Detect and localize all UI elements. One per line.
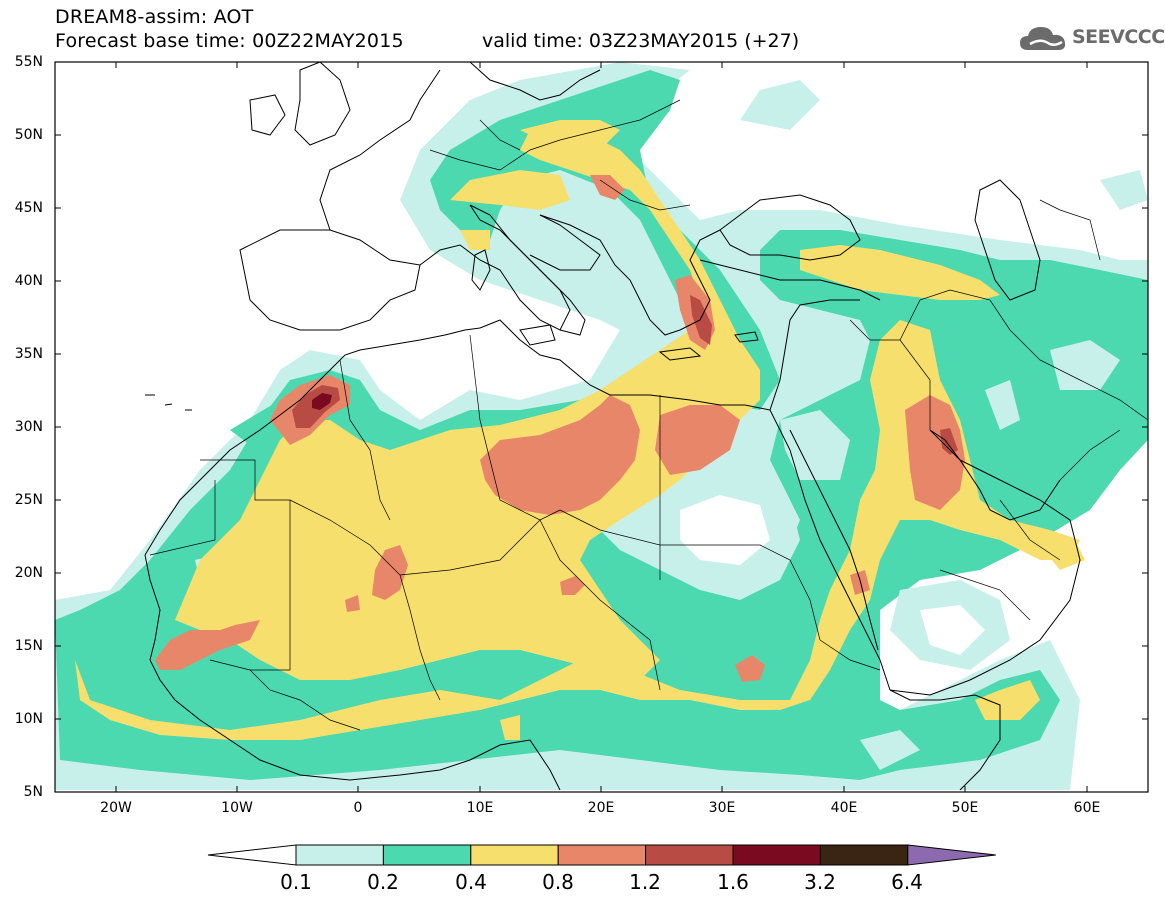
lat-label: 15N xyxy=(14,638,43,654)
legend-swatch xyxy=(819,844,909,866)
legend-label: 0.1 xyxy=(280,870,312,894)
legend-label: 6.4 xyxy=(891,870,923,894)
legend-swatch xyxy=(295,844,384,866)
forecast-base-time: Forecast base time: 00Z22MAY2015 xyxy=(55,30,404,52)
legend-label: 3.2 xyxy=(804,870,836,894)
lat-label: 30N xyxy=(14,419,43,435)
lat-label: 50N xyxy=(14,127,43,143)
lat-label: 20N xyxy=(14,565,43,581)
chart-title: DREAM8-assim: AOT xyxy=(55,6,254,28)
lat-label: 45N xyxy=(14,200,43,216)
legend-swatch xyxy=(557,844,647,866)
legend-swatch xyxy=(382,844,472,866)
legend-swatch xyxy=(645,844,734,866)
legend-label: 0.2 xyxy=(367,870,399,894)
aot-level-0-4-region xyxy=(75,120,1085,740)
country-borders xyxy=(149,99,1148,731)
aot-map xyxy=(54,61,1149,793)
legend-swatch xyxy=(470,844,559,866)
valid-time: valid time: 03Z23MAY2015 (+27) xyxy=(482,30,800,52)
lon-label: 40E xyxy=(830,800,858,816)
legend-label: 0.4 xyxy=(455,870,487,894)
lon-label: 20W xyxy=(100,800,132,816)
lon-label: 60E xyxy=(1073,800,1101,816)
lon-label: 10W xyxy=(221,800,253,816)
aot-level-1-6-region xyxy=(312,393,332,410)
legend-label: 1.6 xyxy=(717,870,749,894)
lon-label: 30E xyxy=(708,800,736,816)
lat-label: 35N xyxy=(14,346,43,362)
lat-label: 10N xyxy=(14,711,43,727)
logo-text: SEEVCCC xyxy=(1072,26,1165,48)
axis-ticks xyxy=(55,61,1148,792)
seevccc-logo: SEEVCCC xyxy=(1018,22,1165,56)
cloud-icon xyxy=(1020,27,1066,50)
lon-label: 0 xyxy=(353,800,363,816)
legend-label: 1.2 xyxy=(629,870,661,894)
lat-label: 40N xyxy=(14,273,43,289)
legend-swatch xyxy=(732,844,821,866)
lon-label: 50E xyxy=(951,800,979,816)
lon-label: 10E xyxy=(466,800,494,816)
color-legend xyxy=(207,844,996,866)
legend-label: 0.8 xyxy=(542,870,574,894)
legend-arrow-high xyxy=(907,844,996,866)
lon-label: 20E xyxy=(587,800,615,816)
legend-arrow-low xyxy=(207,844,297,866)
lat-label: 5N xyxy=(23,784,43,800)
lat-label: 25N xyxy=(14,492,43,508)
lat-label: 55N xyxy=(14,54,43,70)
coastlines xyxy=(144,62,1081,791)
aot-below-threshold-patches xyxy=(680,495,985,655)
